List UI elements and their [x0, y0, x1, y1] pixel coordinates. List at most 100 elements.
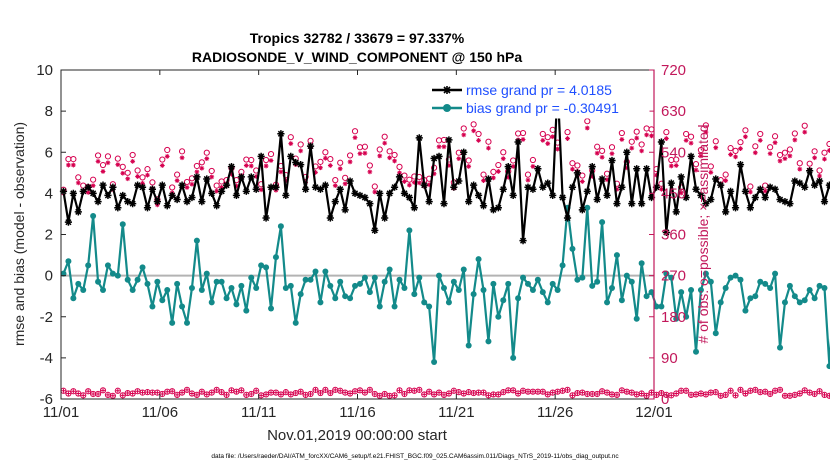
obs-assimilated-marker: [762, 188, 768, 194]
rmse-marker: [351, 189, 359, 197]
rmse-marker: [178, 181, 186, 189]
bias-marker: [772, 270, 779, 277]
bias-marker: [386, 266, 393, 273]
x-tick-label: 11/06: [142, 404, 178, 421]
rmse-marker: [657, 138, 666, 146]
bias-marker: [381, 278, 388, 285]
obs-assimilated-marker: [659, 186, 664, 192]
bias-marker: [574, 276, 581, 283]
bias-marker: [470, 291, 477, 298]
obs-assimilated-marker: [446, 163, 452, 168]
rmse-marker: [306, 142, 315, 150]
obs-assimilated-bottom-marker: [130, 391, 135, 396]
obs-possible-bottom-marker: [198, 388, 205, 395]
obs-assimilated-marker: [747, 189, 753, 195]
rmse-marker: [386, 189, 394, 197]
rmse-marker: [484, 175, 493, 183]
obs-assimilated-marker: [782, 156, 788, 162]
obs-assimilated-marker: [179, 155, 185, 161]
bias-marker: [361, 274, 368, 281]
rmse-marker: [183, 198, 191, 206]
obs-possible-marker: [771, 133, 779, 140]
obs-assimilated-bottom-marker: [501, 390, 506, 395]
rmse-marker: [59, 187, 68, 195]
bias-marker: [376, 303, 383, 310]
obs-assimilated-bottom-marker: [422, 392, 427, 397]
obs-assimilated-bottom-marker: [185, 387, 190, 392]
bias-marker: [455, 287, 462, 294]
obs-assimilated-bottom-marker: [629, 390, 634, 395]
bias-marker: [174, 280, 181, 287]
bias-marker: [534, 276, 541, 283]
obs-assimilated-bottom-marker: [362, 390, 367, 395]
obs-assimilated-bottom-marker: [288, 392, 293, 397]
rmse-marker: [593, 195, 601, 204]
obs-assimilated-bottom-marker: [155, 390, 160, 395]
rmse-marker: [262, 214, 270, 222]
obs-possible-bottom-marker: [515, 390, 522, 397]
rmse-marker: [316, 185, 325, 193]
obs-possible-bottom-marker: [776, 386, 784, 393]
obs-assimilated-bottom-marker: [392, 393, 397, 398]
obs-assimilated-marker: [668, 163, 674, 169]
obs-possible-bottom-marker: [673, 390, 680, 397]
rmse-marker: [297, 160, 305, 169]
x-tick-label: 11/01: [43, 404, 79, 421]
obs-assimilated-bottom-marker: [496, 392, 501, 397]
obs-assimilated-bottom-marker: [659, 391, 664, 396]
bias-marker: [515, 295, 522, 302]
chart-subtitle: RADIOSONDE_V_WIND_COMPONENT @ 150 hPa: [192, 49, 522, 65]
obs-possible-bottom-marker: [801, 387, 808, 394]
rmse-marker: [815, 177, 824, 185]
obs-assimilated-bottom-marker: [125, 391, 130, 396]
bias-marker: [203, 270, 210, 277]
obs-possible-bottom-marker: [238, 387, 245, 394]
bias-marker: [648, 289, 655, 296]
obs-assimilated-bottom-marker: [773, 388, 778, 393]
obs-assimilated-bottom-marker: [110, 393, 115, 398]
bias-marker: [732, 272, 739, 279]
bias-marker: [421, 299, 428, 306]
obs-assimilated-marker: [797, 166, 803, 172]
rmse-marker: [138, 183, 147, 191]
bias-marker: [302, 276, 309, 283]
bias-marker: [613, 252, 620, 259]
rmse-marker: [168, 191, 176, 200]
bias-marker: [638, 260, 645, 267]
rmse-series-layer: [59, 82, 830, 245]
rmse-marker: [726, 187, 735, 195]
rmse-marker: [677, 173, 685, 181]
rmse-marker: [687, 152, 695, 160]
obs-assimilated-marker: [490, 175, 496, 181]
obs-assimilated-bottom-marker: [115, 388, 120, 393]
bias-marker: [80, 287, 87, 294]
obs-assimilated-marker: [189, 181, 195, 187]
obs-possible-marker: [391, 151, 398, 159]
obs-assimilated-bottom-marker: [180, 390, 185, 395]
obs-possible-marker: [747, 183, 754, 190]
rmse-marker: [722, 208, 730, 216]
legend-rmse-label: rmse grand pr = 4.0185: [466, 82, 612, 98]
bias-marker: [628, 278, 635, 285]
bias-marker: [124, 276, 131, 283]
obs-assimilated-bottom-marker: [150, 390, 155, 395]
obs-assimilated-bottom-marker: [189, 391, 194, 396]
bias-marker: [337, 278, 344, 285]
rmse-marker: [766, 183, 774, 191]
bias-marker: [673, 315, 680, 322]
obs-assimilated-bottom-marker: [748, 388, 753, 393]
obs-assimilated-marker: [135, 174, 140, 179]
rmse-marker: [94, 198, 102, 206]
rmse-marker: [791, 177, 799, 185]
bias-marker: [816, 282, 823, 289]
obs-assimilated-marker: [377, 153, 383, 159]
obs-possible-marker: [791, 130, 798, 137]
obs-possible-bottom-marker: [94, 390, 102, 398]
rmse-marker: [124, 198, 132, 206]
bias-marker: [505, 280, 512, 287]
obs-assimilated-bottom-marker: [199, 389, 204, 394]
rmse-marker: [603, 191, 611, 200]
obs-possible-marker: [75, 174, 82, 181]
rmse-marker: [193, 173, 201, 181]
bias-marker: [134, 276, 141, 283]
